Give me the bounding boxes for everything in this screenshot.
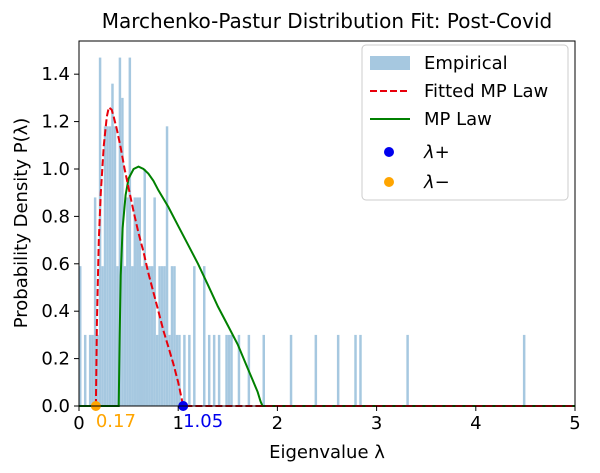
histogram-bar bbox=[170, 266, 174, 406]
histogram-bar bbox=[88, 334, 92, 406]
histogram-bar bbox=[160, 266, 164, 406]
lambda-minus-value: 0.17 bbox=[96, 411, 136, 432]
histogram-bar bbox=[155, 334, 159, 406]
histogram-bar bbox=[522, 334, 526, 406]
histogram-bar bbox=[143, 168, 146, 406]
histogram-bar bbox=[230, 334, 233, 406]
histogram-bar bbox=[136, 197, 139, 406]
histogram-bar bbox=[359, 334, 362, 406]
histogram-bar bbox=[158, 266, 161, 406]
histogram-bar bbox=[131, 266, 134, 406]
histogram-bar bbox=[212, 334, 216, 406]
point-value-labels: 0.17 1.05 bbox=[96, 411, 223, 432]
histogram-bar bbox=[108, 126, 112, 406]
histogram-bar bbox=[111, 83, 114, 406]
y-tick-label: 1.0 bbox=[41, 159, 70, 180]
y-tick-label: 0.6 bbox=[41, 254, 70, 275]
curve-lines bbox=[79, 105, 575, 407]
x-axis-label: Eigenvalue λ bbox=[269, 442, 385, 463]
legend-lambda-plus-label: λ+ bbox=[423, 142, 450, 163]
y-axis-label: Probability Density P(λ) bbox=[11, 118, 32, 329]
plot-frame bbox=[78, 40, 576, 407]
legend-empirical-label: Empirical bbox=[424, 53, 508, 74]
histogram-bar bbox=[227, 334, 231, 406]
histogram-bar bbox=[133, 197, 137, 406]
histogram-bar bbox=[91, 334, 94, 406]
histogram-bar bbox=[183, 334, 186, 406]
histogram-bar bbox=[314, 334, 318, 406]
histogram-bar bbox=[106, 126, 109, 406]
x-tick-label: 0 bbox=[73, 413, 84, 434]
y-tick-label: 1.2 bbox=[41, 112, 70, 133]
histogram-bar bbox=[406, 334, 409, 406]
x-tick-label: 3 bbox=[371, 413, 382, 434]
histogram-bar bbox=[118, 57, 122, 406]
mp-law-line bbox=[79, 165, 575, 407]
chart-title: Marchenko-Pastur Distribution Fit: Post-… bbox=[102, 9, 553, 33]
legend-fitted-label: Fitted MP Law bbox=[424, 81, 548, 102]
y-tick-label: 1.4 bbox=[41, 64, 70, 85]
histogram-bar bbox=[168, 334, 171, 406]
histogram-bar bbox=[217, 334, 221, 406]
histogram-bar bbox=[83, 334, 87, 406]
histogram-bar bbox=[336, 334, 340, 406]
histogram-bar bbox=[150, 266, 154, 406]
legend: Empirical Fitted MP Law MP Law λ+ λ− bbox=[361, 44, 569, 201]
histogram-bar bbox=[188, 334, 191, 406]
histogram-bar bbox=[354, 334, 357, 406]
histogram-bar bbox=[116, 266, 119, 406]
histogram-bar bbox=[96, 334, 99, 406]
histogram-bar bbox=[128, 57, 132, 406]
legend-lambda-plus-swatch bbox=[384, 147, 394, 157]
legend-empirical-swatch bbox=[370, 56, 410, 70]
histogram-bar bbox=[101, 266, 104, 406]
histogram-bar bbox=[93, 197, 97, 406]
histogram-bar bbox=[126, 197, 129, 406]
histogram-bar bbox=[138, 197, 141, 406]
histogram-bar bbox=[178, 334, 181, 406]
histogram-bar bbox=[153, 197, 156, 406]
histogram-bar bbox=[262, 334, 265, 406]
x-tick-label: 1 bbox=[172, 413, 183, 434]
histogram-bar bbox=[79, 266, 82, 406]
histogram-bar bbox=[225, 334, 228, 406]
histogram-bar bbox=[123, 266, 127, 406]
histogram-bar bbox=[193, 266, 196, 406]
y-tick-label: 0.8 bbox=[41, 206, 70, 227]
y-axis-ticks: 0.0 0.2 0.4 0.6 0.8 1.0 1.2 1.4 bbox=[41, 64, 79, 417]
y-tick-label: 0.0 bbox=[41, 396, 70, 417]
y-tick-label: 0.2 bbox=[41, 349, 70, 370]
x-axis-ticks: 0 1 2 3 4 5 bbox=[73, 406, 581, 434]
histogram-bar bbox=[165, 126, 169, 406]
legend-lambda-minus-label: λ− bbox=[423, 172, 450, 193]
histogram-bar bbox=[237, 334, 241, 406]
histogram-bar bbox=[203, 266, 206, 406]
legend-lambda-minus-swatch bbox=[384, 177, 394, 187]
fitted-mp-line bbox=[94, 105, 575, 407]
histogram-bar bbox=[113, 126, 117, 406]
histogram-bar bbox=[289, 334, 293, 406]
histogram-bar bbox=[207, 334, 211, 406]
legend-frame bbox=[361, 44, 569, 201]
histogram-bar bbox=[103, 126, 107, 406]
x-tick-label: 5 bbox=[569, 413, 580, 434]
x-tick-label: 2 bbox=[272, 413, 283, 434]
legend-mp-label: MP Law bbox=[424, 109, 492, 130]
lambda-plus-value: 1.05 bbox=[183, 411, 223, 432]
histogram-bar bbox=[145, 266, 149, 406]
y-tick-label: 0.4 bbox=[41, 301, 70, 322]
histogram-bar bbox=[173, 266, 176, 406]
histogram-bar bbox=[141, 266, 144, 406]
histogram-bar bbox=[175, 334, 179, 406]
x-tick-label: 4 bbox=[470, 413, 481, 434]
histogram-bar bbox=[148, 266, 151, 406]
